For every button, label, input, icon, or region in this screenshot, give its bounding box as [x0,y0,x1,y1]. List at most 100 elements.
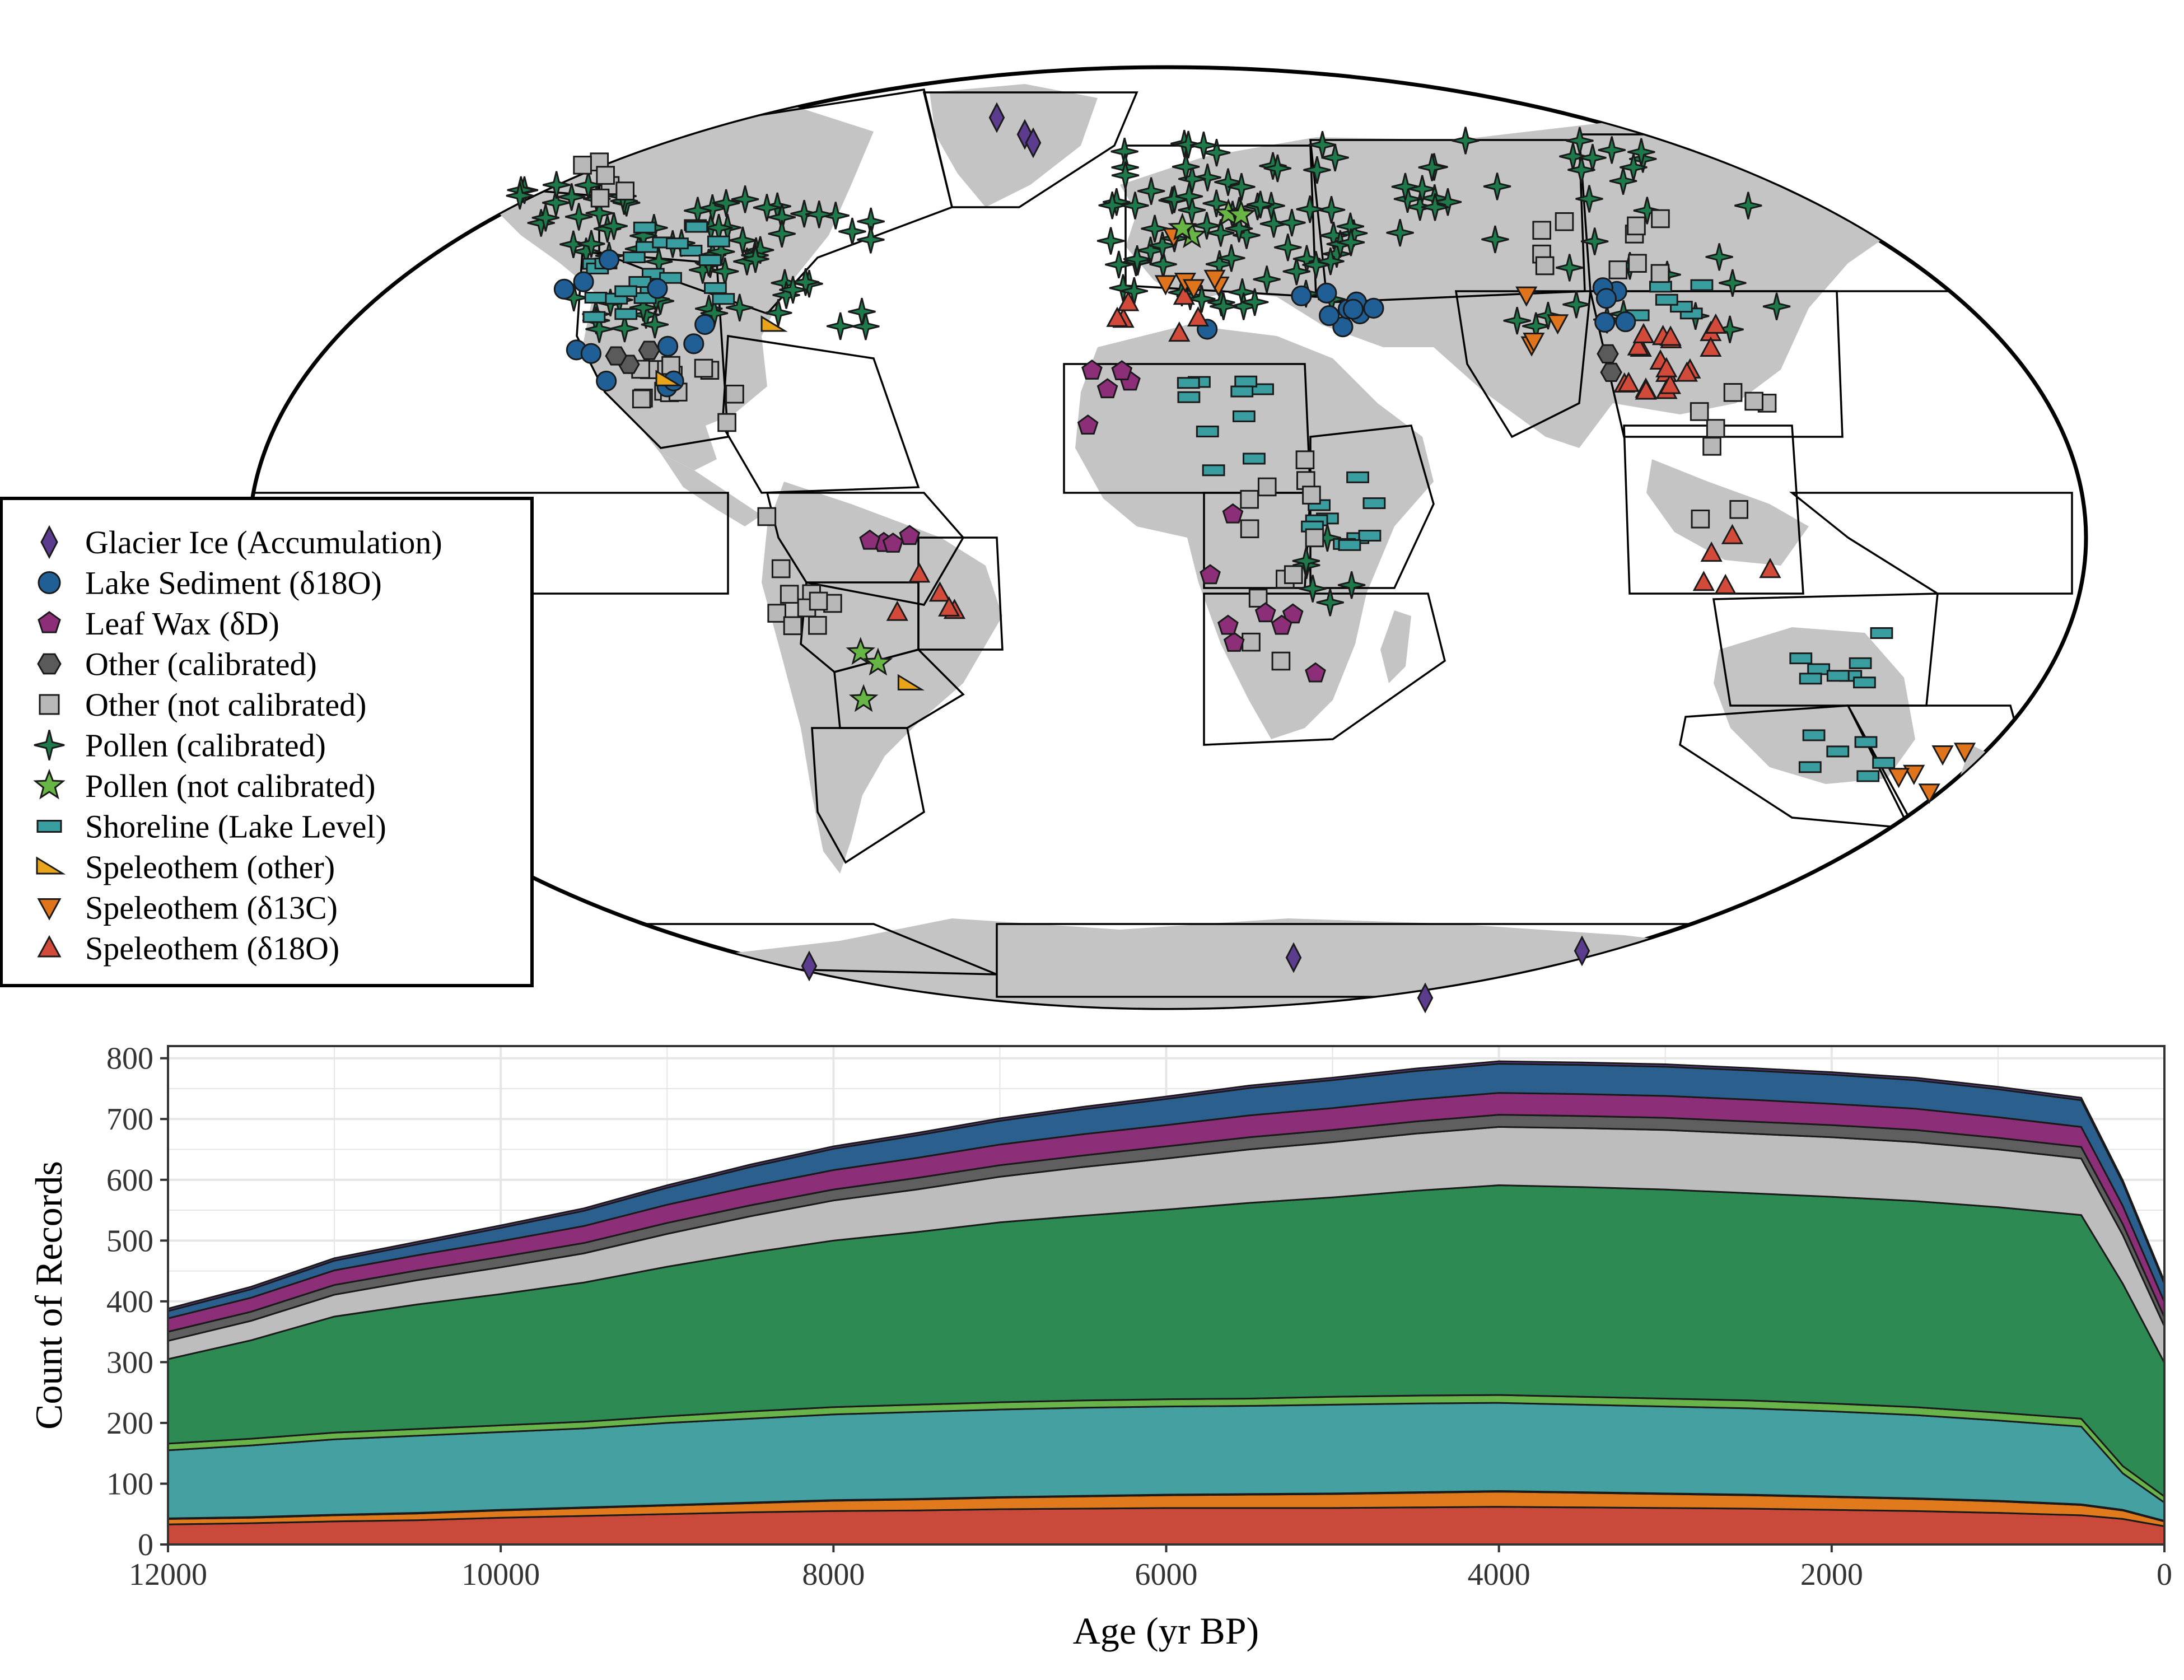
site-marker-diamond [988,102,1005,133]
site-marker-square [632,389,651,409]
site-marker-tri-up [1714,573,1737,594]
site-marker-circle [1615,311,1636,333]
site-marker-star4 [1434,188,1462,216]
legend-label: Speleothem (other) [85,849,335,885]
site-marker-rect [707,235,730,248]
region-boundary [1589,290,1844,438]
site-marker-pentagon [1077,414,1099,435]
site-marker-star4 [1316,589,1344,617]
site-marker-tri-up [1627,335,1649,356]
site-marker-rect [704,282,727,294]
site-marker-star4 [1096,227,1125,255]
site-marker-rect [1649,281,1672,293]
site-marker-diamond [1285,942,1302,973]
site-marker-diamond [801,950,818,982]
site-marker-rect [1856,770,1880,782]
site-marker-star4 [848,297,876,326]
site-marker-star4 [741,245,769,273]
site-marker-tri-up [1168,321,1191,342]
region-boundary [1623,424,1804,595]
site-marker-star4 [1567,156,1595,184]
site-marker-star4 [1308,131,1337,159]
site-marker-rect [1798,761,1822,773]
site-marker-square [757,507,777,526]
site-marker-star5 [1168,212,1197,241]
site-marker-star4 [629,293,657,321]
axis-ticks: 12000 10000 8000 6000 4000 2000 0 0 100 200 300 400… [106,1042,2172,1592]
site-marker-star4 [577,230,605,258]
site-marker-star4 [805,200,833,228]
site-marker-rect [1853,676,1876,689]
site-marker-tri-up [938,596,960,617]
site-marker-tri-up [1173,284,1195,305]
legend-label: Pollen (not calibrated) [85,768,376,804]
legend-label: Shoreline (Lake Level) [85,809,386,845]
region-boundary [811,727,925,864]
site-marker-circle [1342,298,1364,320]
site-marker-star4 [1716,315,1744,343]
site-marker-star4 [1421,193,1449,221]
site-marker-rect [1177,391,1201,403]
site-marker-tri-up [1617,371,1640,392]
site-marker-rect [1854,736,1878,748]
legend-key-star5 [33,768,66,800]
site-marker-pentagon [1111,360,1133,381]
legend-key-square [39,694,60,715]
site-marker-star4 [1278,208,1306,237]
land-north-america [476,98,874,470]
x-tick-label: 2000 [1800,1557,1863,1592]
site-marker-circle [1595,288,1617,309]
x-tick-label: 10000 [461,1557,540,1592]
site-marker-star4 [1734,192,1762,220]
site-marker-star4 [565,203,593,231]
y-tick-label: 200 [106,1406,153,1441]
land-central-america [661,454,762,526]
site-marker-diamond [1417,982,1434,1014]
site-marker-circle [1363,297,1384,319]
site-marker-square [1555,212,1574,231]
legend-key-tri-up [37,935,62,958]
site-marker-square [1729,500,1749,519]
site-marker-star4 [1386,218,1414,247]
site-marker-square [573,156,592,175]
site-marker-star5 [846,637,876,665]
site-marker-pentagon [1305,662,1326,683]
site-marker-star4 [632,301,660,329]
y-tick-label: 400 [106,1285,153,1319]
site-marker-tri-down [1887,768,1910,788]
site-marker-star4 [1274,234,1302,262]
site-marker-rect [1230,385,1254,398]
site-marker-circle [647,278,668,299]
site-marker-pentagon [1081,359,1103,380]
site-marker-tri-up [1676,361,1698,382]
site-marker-pentagon [859,529,881,550]
site-marker-star4 [1483,172,1511,200]
x-axis-label: Age (yr BP) [1073,1609,1259,1652]
site-marker-hexagon [1600,362,1622,382]
site-marker-tri-up [1692,571,1715,591]
site-marker-star4 [610,314,639,343]
site-marker-square [1706,419,1725,438]
site-marker-star4 [1633,197,1662,225]
land-greenland [930,84,1098,207]
site-marker-rect [1232,410,1256,422]
legend-key-pentagon [38,611,61,633]
site-marker-star4 [1296,195,1324,223]
site-marker-star4 [1175,183,1203,211]
region-boundary [766,492,965,606]
site-marker-star4 [827,312,855,340]
site-marker-star4 [1202,138,1231,167]
site-marker-star4 [1282,258,1310,286]
site-marker-square [1651,209,1670,228]
site-marker-star4 [1174,130,1202,158]
site-marker-square [1690,402,1709,421]
site-marker-circle [1319,305,1340,326]
site-marker-star4 [1188,285,1216,313]
legend-label: Speleothem (δ18O) [85,930,339,967]
site-marker-star4 [543,171,571,199]
site-marker-star4 [838,217,866,246]
site-marker-rect [1802,729,1826,741]
site-marker-pentagon [1217,614,1239,635]
site-marker-rect [712,293,735,305]
